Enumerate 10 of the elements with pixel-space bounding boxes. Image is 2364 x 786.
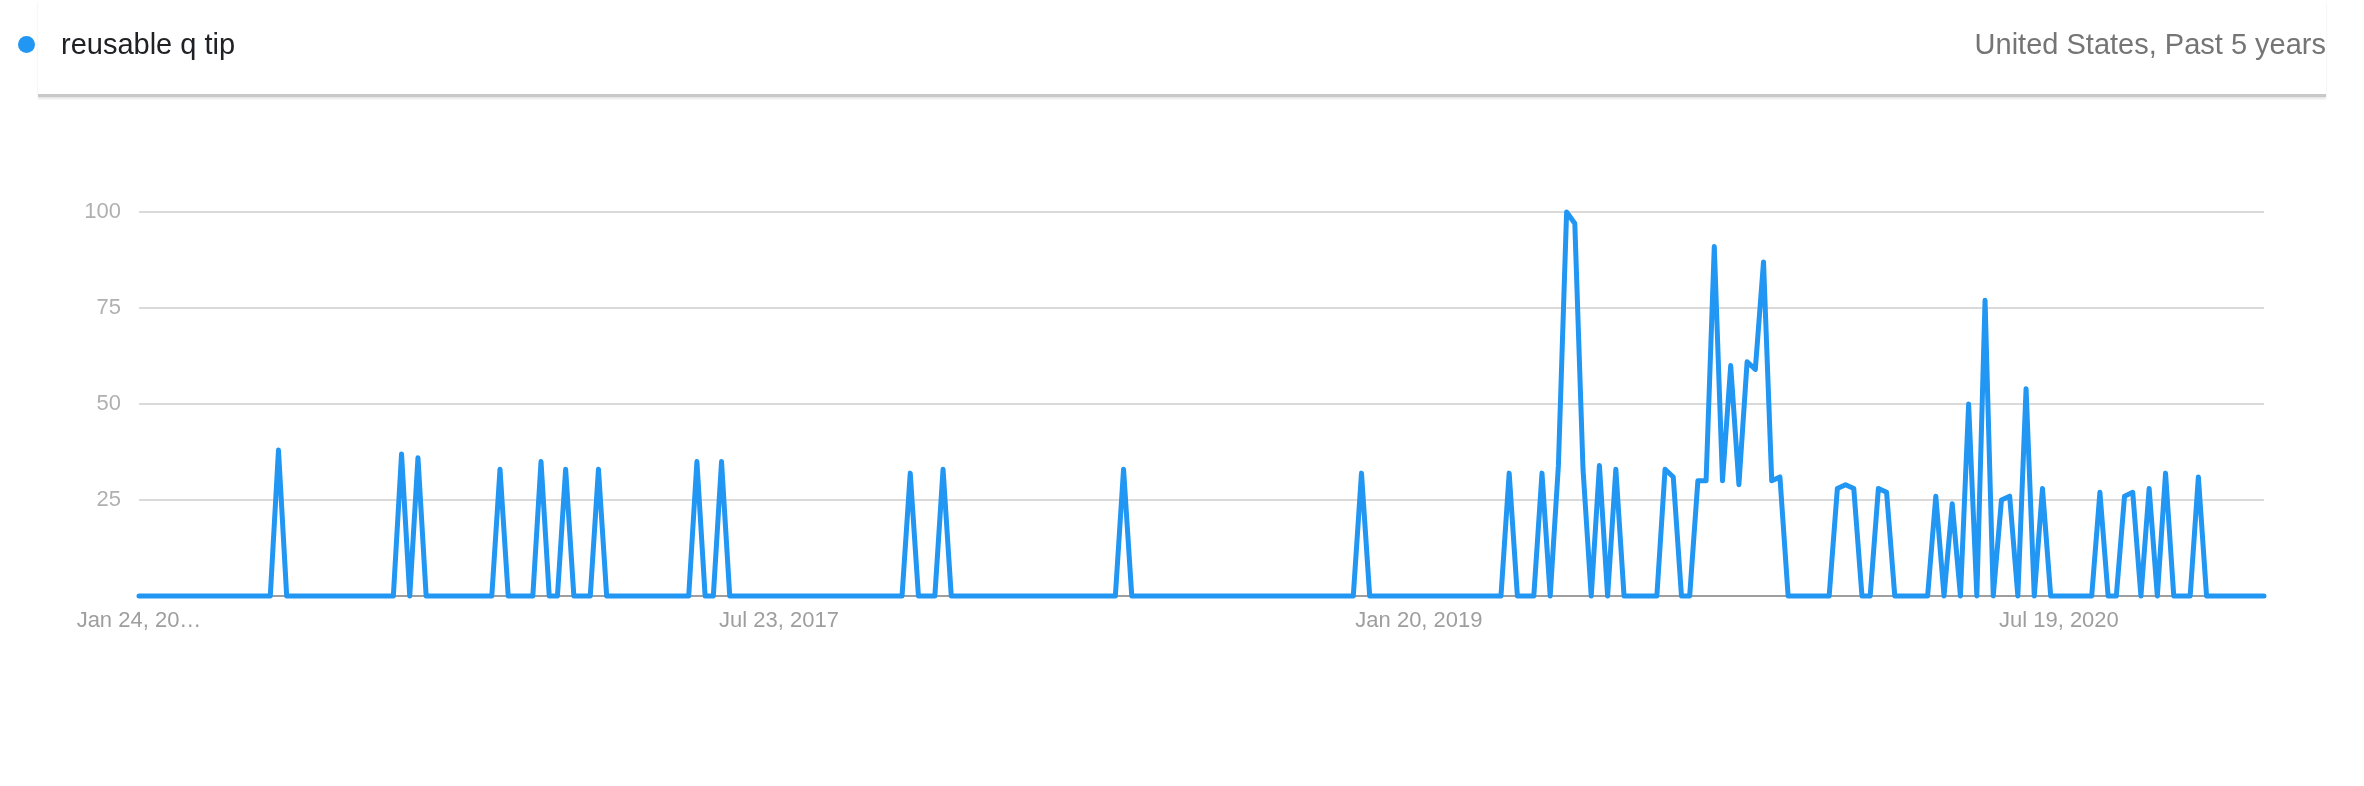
y-tick-label: 25 [96, 486, 121, 512]
x-tick-label: Jul 19, 2020 [1998, 607, 2119, 633]
y-tick-label: 75 [96, 294, 121, 320]
chart-subtitle: United States, Past 5 years [1974, 28, 2326, 61]
x-tick-label: Jan 20, 2019 [1355, 607, 1483, 633]
x-tick-label: Jan 24, 20… [76, 607, 202, 633]
y-tick-label: 100 [84, 198, 121, 224]
legend-label: reusable q tip [61, 28, 236, 61]
y-tick-label: 50 [96, 390, 121, 416]
x-tick-label: Jul 23, 2017 [719, 607, 839, 633]
